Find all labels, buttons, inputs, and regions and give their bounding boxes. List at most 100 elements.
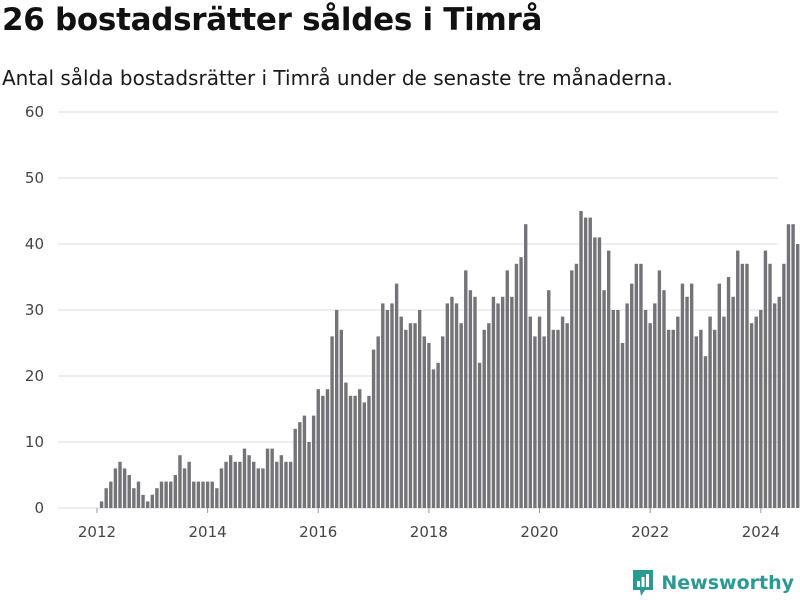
bar bbox=[293, 428, 297, 508]
bar bbox=[316, 389, 320, 508]
page-title: 26 bostadsrätter såldes i Timrå bbox=[2, 2, 543, 38]
brand-logo: Newsworthy bbox=[631, 568, 794, 598]
bar bbox=[307, 442, 311, 508]
bar bbox=[334, 310, 339, 508]
bar bbox=[201, 481, 205, 508]
bar bbox=[708, 316, 712, 508]
newsworthy-icon bbox=[633, 570, 654, 596]
bar bbox=[625, 303, 629, 508]
bar bbox=[173, 475, 178, 508]
bar bbox=[330, 336, 334, 508]
bar bbox=[620, 343, 625, 508]
bar bbox=[754, 316, 758, 508]
bar bbox=[109, 481, 113, 508]
bar bbox=[579, 211, 583, 508]
bar bbox=[648, 323, 652, 508]
bar bbox=[339, 329, 343, 508]
bar-chart: 0 10 20 30 40 50 60 2012 2014 2016 2018 2020 2022 202… bbox=[25, 103, 800, 541]
bar bbox=[141, 494, 145, 508]
bar bbox=[192, 481, 196, 508]
x-tick-label: 2016 bbox=[299, 523, 337, 541]
bar bbox=[657, 270, 662, 508]
bar bbox=[500, 296, 505, 508]
bar bbox=[524, 224, 528, 508]
bar bbox=[127, 475, 131, 508]
bar bbox=[574, 263, 579, 508]
y-tick-label: 20 bbox=[25, 367, 44, 385]
bar bbox=[768, 263, 772, 508]
bar bbox=[242, 448, 247, 508]
bar bbox=[689, 283, 694, 508]
bar bbox=[454, 303, 459, 508]
bar bbox=[634, 263, 639, 508]
bar bbox=[390, 303, 394, 508]
bar bbox=[321, 395, 325, 508]
bar bbox=[436, 362, 440, 508]
bar bbox=[399, 316, 403, 508]
bar bbox=[602, 290, 606, 508]
y-tick-label: 0 bbox=[34, 499, 44, 517]
brand-name: Newsworthy bbox=[661, 572, 794, 594]
bar bbox=[528, 316, 533, 508]
bar bbox=[284, 461, 288, 508]
bar bbox=[150, 494, 154, 508]
bar bbox=[611, 310, 615, 508]
bar bbox=[795, 244, 800, 508]
bar bbox=[417, 310, 422, 508]
bar bbox=[219, 468, 224, 508]
x-tick-label: 2020 bbox=[520, 523, 558, 541]
bar bbox=[487, 323, 491, 508]
bar bbox=[358, 389, 362, 508]
bars bbox=[99, 211, 800, 508]
bar bbox=[772, 303, 777, 508]
bar bbox=[404, 329, 408, 508]
bar bbox=[717, 283, 722, 508]
bar bbox=[215, 488, 219, 508]
bar bbox=[703, 356, 708, 508]
x-tick-label: 2014 bbox=[189, 523, 227, 541]
bar bbox=[132, 488, 136, 508]
bar bbox=[427, 343, 431, 508]
bar bbox=[731, 296, 735, 508]
bar bbox=[122, 468, 127, 508]
y-tick-label: 50 bbox=[25, 169, 44, 187]
bar bbox=[786, 224, 791, 508]
bar bbox=[643, 310, 648, 508]
bar bbox=[187, 461, 191, 508]
bar bbox=[265, 448, 270, 508]
bar bbox=[441, 336, 445, 508]
bar bbox=[491, 296, 496, 508]
page-subtitle: Antal sålda bostadsrätter i Timrå under … bbox=[2, 66, 673, 90]
bar bbox=[542, 336, 546, 508]
bar bbox=[298, 422, 302, 508]
bar bbox=[210, 481, 214, 508]
bar bbox=[726, 277, 731, 508]
bar bbox=[662, 290, 666, 508]
y-tick-label: 60 bbox=[25, 103, 44, 121]
x-tick-label: 2012 bbox=[78, 523, 116, 541]
bar bbox=[459, 323, 463, 508]
x-tick-label: 2018 bbox=[410, 523, 448, 541]
bar bbox=[261, 468, 265, 508]
bar bbox=[464, 270, 468, 508]
bar bbox=[583, 217, 588, 508]
bar bbox=[159, 481, 164, 508]
bar bbox=[224, 461, 228, 508]
y-tick-label: 40 bbox=[25, 235, 44, 253]
bar bbox=[104, 488, 108, 508]
bar bbox=[325, 389, 330, 508]
bar bbox=[233, 461, 237, 508]
bar bbox=[740, 263, 745, 508]
bar bbox=[169, 481, 173, 508]
bar bbox=[431, 369, 436, 508]
bar bbox=[381, 303, 385, 508]
bar bbox=[252, 461, 256, 508]
bar bbox=[593, 237, 597, 508]
bar bbox=[777, 296, 781, 508]
bar bbox=[473, 296, 477, 508]
bar bbox=[699, 329, 703, 508]
bar bbox=[385, 310, 390, 508]
bar bbox=[482, 329, 486, 508]
bar bbox=[367, 395, 371, 508]
bar bbox=[302, 415, 307, 508]
